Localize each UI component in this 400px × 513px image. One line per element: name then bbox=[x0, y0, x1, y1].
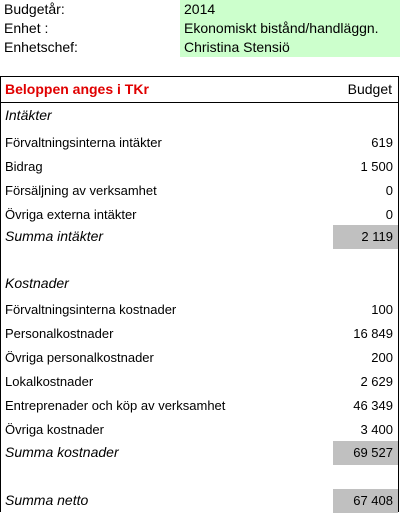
row-label: Övriga externa intäkter bbox=[5, 207, 137, 222]
table-row[interactable]: Försäljning av verksamhet 0 bbox=[1, 179, 398, 203]
table-row[interactable]: Övriga kostnader 3 400 bbox=[1, 418, 398, 442]
total-cell bbox=[333, 441, 398, 465]
row-value[interactable]: 16 849 bbox=[353, 326, 393, 341]
row-value[interactable]: 2 629 bbox=[360, 374, 393, 389]
budget-year-value[interactable]: 2014 bbox=[180, 0, 400, 19]
cost-section-header: Kostnader bbox=[1, 273, 398, 297]
income-total-value: 2 119 bbox=[361, 229, 393, 244]
table-row[interactable]: Bidrag 1 500 bbox=[1, 155, 398, 179]
net-total-label: Summa netto bbox=[5, 492, 89, 508]
row-value[interactable]: 3 400 bbox=[360, 422, 393, 437]
total-cell bbox=[333, 225, 398, 249]
income-section-label: Intäkter bbox=[5, 107, 52, 123]
income-total-row: Summa intäkter 2 119 bbox=[1, 225, 398, 249]
budget-table: Beloppen anges i TKr Budget Intäkter För… bbox=[0, 76, 399, 513]
table-row[interactable]: Entreprenader och köp av verksamhet 46 3… bbox=[1, 394, 398, 418]
row-label: Personalkostnader bbox=[5, 326, 114, 341]
table-row[interactable]: Förvaltningsinterna intäkter 619 bbox=[1, 131, 398, 155]
amount-unit-title: Beloppen anges i TKr bbox=[5, 81, 149, 97]
budget-year-label: Budgetår: bbox=[4, 1, 65, 17]
budget-column-header: Budget bbox=[347, 81, 392, 97]
row-value[interactable]: 0 bbox=[385, 183, 393, 198]
row-label: Övriga kostnader bbox=[5, 422, 104, 437]
row-value[interactable]: 100 bbox=[371, 302, 393, 317]
table-row[interactable]: Övriga externa intäkter 0 bbox=[1, 203, 398, 227]
row-value[interactable]: 1 500 bbox=[360, 159, 393, 174]
row-label: Bidrag bbox=[5, 159, 43, 174]
table-row[interactable]: Övriga personalkostnader 200 bbox=[1, 346, 398, 370]
unit-manager-value[interactable]: Christina Stensiö bbox=[180, 38, 400, 57]
row-label: Förvaltningsinterna kostnader bbox=[5, 302, 177, 317]
row-value[interactable]: 46 349 bbox=[353, 398, 393, 413]
table-row[interactable]: Personalkostnader 16 849 bbox=[1, 322, 398, 346]
unit-label: Enhet : bbox=[4, 20, 49, 36]
table-row[interactable]: Förvaltningsinterna kostnader 100 bbox=[1, 298, 398, 322]
unit-manager-label: Enhetschef: bbox=[4, 39, 78, 55]
meta-row-budget-year: Budgetår: 2014 bbox=[0, 0, 400, 20]
unit-value[interactable]: Ekonomiskt bistånd/handläggn. bbox=[180, 19, 400, 38]
income-section-header: Intäkter bbox=[1, 105, 398, 129]
meta-row-unit: Enhet : Ekonomiskt bistånd/handläggn. bbox=[0, 19, 400, 39]
total-cell bbox=[333, 489, 398, 513]
table-row[interactable]: Lokalkostnader 2 629 bbox=[1, 370, 398, 394]
row-label: Förvaltningsinterna intäkter bbox=[5, 135, 162, 150]
row-label: Försäljning av verksamhet bbox=[5, 183, 157, 198]
row-label: Lokalkostnader bbox=[5, 374, 94, 389]
row-value[interactable]: 0 bbox=[385, 207, 393, 222]
row-label: Övriga personalkostnader bbox=[5, 350, 154, 365]
row-label: Entreprenader och köp av verksamhet bbox=[5, 398, 226, 413]
row-value[interactable]: 619 bbox=[371, 135, 393, 150]
cost-total-value: 69 527 bbox=[353, 445, 393, 460]
income-total-label: Summa intäkter bbox=[5, 228, 104, 244]
cost-total-row: Summa kostnader 69 527 bbox=[1, 441, 398, 465]
cost-total-label: Summa kostnader bbox=[5, 444, 119, 460]
cost-section-label: Kostnader bbox=[5, 275, 69, 291]
table-header: Beloppen anges i TKr Budget bbox=[1, 77, 398, 103]
meta-row-unit-manager: Enhetschef: Christina Stensiö bbox=[0, 38, 400, 58]
net-total-row: Summa netto 67 408 bbox=[1, 489, 398, 513]
row-value[interactable]: 200 bbox=[371, 350, 393, 365]
net-total-value: 67 408 bbox=[353, 493, 393, 508]
